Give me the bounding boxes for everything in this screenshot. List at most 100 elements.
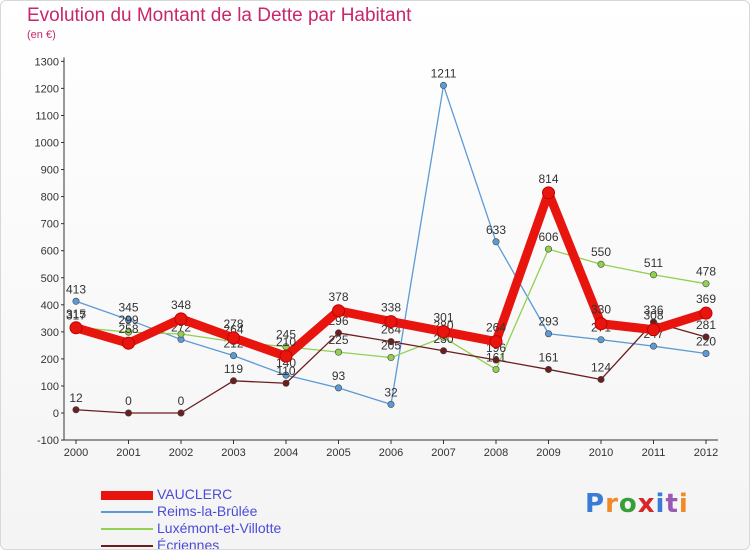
data-label: 93 — [332, 369, 346, 383]
y-tick-label: 1300 — [35, 56, 59, 68]
data-label: 606 — [538, 230, 558, 244]
data-point — [177, 330, 185, 338]
data-point — [279, 349, 293, 363]
proxiti-logo: Proxiti — [585, 489, 689, 519]
y-tick-label: 800 — [41, 192, 59, 204]
data-point — [387, 354, 395, 362]
logo-letter: o — [618, 489, 638, 519]
data-point — [125, 409, 133, 417]
data-label: 336 — [643, 303, 663, 317]
data-point — [544, 330, 552, 338]
y-tick-label: 600 — [41, 246, 59, 258]
data-point — [492, 238, 500, 246]
data-point — [542, 186, 555, 200]
legend-swatch — [101, 490, 153, 500]
y-tick-label: 0 — [53, 408, 59, 420]
data-point — [282, 379, 290, 387]
data-point — [125, 316, 133, 324]
y-tick-label: -100 — [37, 435, 59, 447]
data-point — [702, 280, 710, 288]
x-tick-label: 2009 — [536, 447, 560, 459]
data-point — [125, 328, 133, 336]
data-point — [334, 384, 342, 392]
data-label: 281 — [696, 318, 716, 332]
data-label: 12 — [69, 391, 83, 405]
data-point — [334, 348, 342, 356]
data-label: 369 — [696, 292, 716, 306]
data-point — [387, 400, 395, 408]
data-point — [72, 406, 80, 414]
y-tick-label: 500 — [41, 273, 59, 285]
legend-label: Écriennes — [157, 537, 220, 550]
data-point — [174, 312, 188, 326]
data-point — [489, 335, 503, 349]
data-point — [597, 375, 605, 383]
y-tick-label: 300 — [41, 327, 59, 339]
data-label: 550 — [591, 245, 611, 259]
legend-swatch — [101, 511, 153, 513]
legend-swatch — [101, 545, 153, 547]
chart-unit: (en €) — [27, 29, 56, 41]
data-label: 308 — [643, 309, 663, 323]
data-point — [597, 260, 605, 268]
chart-title: Evolution du Montant de la Dette par Hab… — [27, 5, 412, 26]
data-label: 315 — [66, 307, 86, 321]
x-tick-label: 2002 — [169, 447, 193, 459]
data-label: 32 — [384, 385, 398, 399]
data-label: 124 — [591, 360, 611, 374]
data-label: 264 — [486, 321, 506, 335]
data-point — [647, 323, 660, 337]
data-point — [597, 336, 605, 344]
y-tick-label: 200 — [41, 354, 59, 366]
data-label: 1211 — [431, 66, 457, 80]
x-tick-label: 2000 — [64, 447, 88, 459]
data-label: 330 — [591, 303, 611, 317]
data-label: 110 — [276, 364, 295, 378]
data-label: 413 — [66, 282, 86, 296]
data-point — [439, 81, 447, 89]
data-label: 348 — [171, 298, 191, 312]
data-label: 258 — [118, 322, 138, 336]
data-label: 301 — [433, 311, 453, 325]
x-tick-label: 2007 — [431, 447, 455, 459]
x-tick-label: 2010 — [589, 447, 613, 459]
logo-letter: t — [665, 489, 679, 519]
data-point — [439, 347, 447, 355]
data-label: 0 — [125, 394, 132, 408]
data-label: 338 — [381, 301, 401, 315]
x-tick-label: 2005 — [326, 447, 350, 459]
x-tick-label: 2001 — [116, 447, 140, 459]
data-label: 119 — [224, 362, 243, 376]
data-label: 478 — [696, 265, 716, 279]
data-point — [437, 325, 450, 339]
y-tick-label: 100 — [41, 381, 59, 393]
data-label: 814 — [538, 172, 558, 186]
data-point — [649, 271, 657, 279]
data-point — [387, 338, 395, 346]
data-point — [230, 352, 238, 360]
x-tick-label: 2008 — [484, 447, 508, 459]
logo-letter: i — [678, 489, 689, 519]
data-point — [227, 331, 240, 345]
data-point — [699, 306, 713, 320]
logo-letter: i — [655, 489, 666, 519]
data-point — [492, 365, 500, 373]
data-label: 161 — [538, 350, 558, 364]
data-point — [72, 297, 80, 305]
data-label: 293 — [538, 315, 558, 329]
data-label: 245 — [276, 328, 296, 342]
data-point — [332, 304, 345, 318]
data-point — [594, 317, 608, 331]
data-point — [384, 315, 398, 329]
logo-letter: P — [585, 489, 606, 519]
legend-label: VAUCLERC — [157, 486, 233, 502]
data-point — [177, 409, 185, 417]
logo-letter: x — [637, 489, 656, 519]
data-point — [230, 377, 238, 385]
data-point — [69, 321, 83, 335]
data-label: 633 — [486, 223, 506, 237]
data-label: 278 — [223, 317, 243, 331]
data-point — [649, 342, 657, 350]
